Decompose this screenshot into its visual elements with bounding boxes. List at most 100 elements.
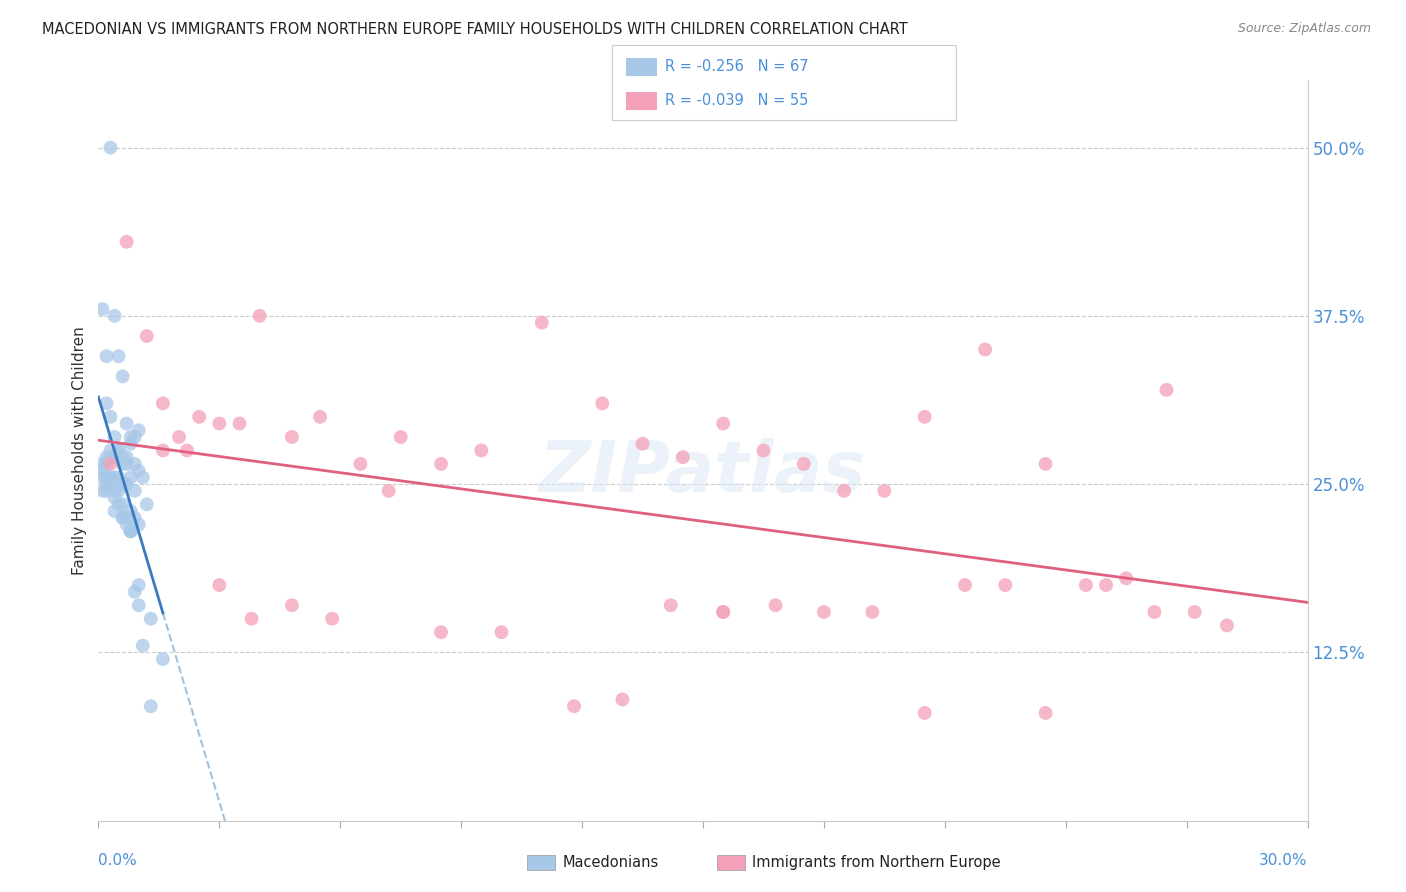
Point — [96, 483, 118, 498]
Point — [103, 309, 125, 323]
Point — [107, 443, 129, 458]
Point — [914, 706, 936, 720]
Point — [107, 497, 129, 511]
Point — [115, 517, 138, 532]
Point — [128, 423, 150, 437]
Point — [228, 417, 250, 431]
Point — [1095, 578, 1118, 592]
Point — [711, 605, 734, 619]
Point — [562, 699, 585, 714]
Point — [111, 510, 134, 524]
Text: R = -0.039   N = 55: R = -0.039 N = 55 — [665, 94, 808, 108]
Point — [91, 470, 114, 484]
Point — [115, 457, 138, 471]
Text: MACEDONIAN VS IMMIGRANTS FROM NORTHERN EUROPE FAMILY HOUSEHOLDS WITH CHILDREN CO: MACEDONIAN VS IMMIGRANTS FROM NORTHERN E… — [42, 22, 908, 37]
Point — [208, 578, 231, 592]
Point — [96, 349, 118, 363]
Point — [103, 483, 125, 498]
Point — [711, 417, 734, 431]
Y-axis label: Family Households with Children: Family Households with Children — [72, 326, 87, 574]
Point — [135, 497, 157, 511]
Point — [765, 599, 787, 613]
Point — [120, 524, 142, 539]
Point — [96, 477, 118, 491]
Text: 0.0%: 0.0% — [98, 853, 138, 868]
Point — [128, 578, 150, 592]
Point — [120, 504, 142, 518]
Point — [91, 483, 114, 498]
Point — [111, 457, 134, 471]
Point — [120, 524, 142, 539]
Point — [139, 612, 162, 626]
Point — [873, 483, 896, 498]
Point — [124, 510, 146, 524]
Point — [974, 343, 997, 357]
Point — [115, 510, 138, 524]
Point — [103, 470, 125, 484]
Point — [1035, 457, 1057, 471]
Point — [103, 504, 125, 518]
Point — [349, 457, 371, 471]
Point — [107, 443, 129, 458]
Point — [591, 396, 613, 410]
Point — [152, 443, 174, 458]
Point — [430, 457, 453, 471]
Point — [120, 436, 142, 450]
Point — [111, 497, 134, 511]
Point — [128, 517, 150, 532]
Text: ZIPatlas: ZIPatlas — [540, 438, 866, 508]
Point — [249, 309, 271, 323]
Point — [107, 349, 129, 363]
Point — [1115, 571, 1137, 585]
Point — [103, 491, 125, 505]
Point — [103, 450, 125, 465]
Point — [139, 699, 162, 714]
Point — [100, 450, 122, 465]
Point — [430, 625, 453, 640]
Point — [100, 443, 122, 458]
Point — [752, 443, 775, 458]
Point — [132, 470, 155, 484]
Point — [91, 464, 114, 478]
Point — [321, 612, 343, 626]
Point — [152, 396, 174, 410]
Point — [1074, 578, 1097, 592]
Point — [1035, 706, 1057, 720]
Point — [115, 417, 138, 431]
Point — [100, 477, 122, 491]
Point — [124, 483, 146, 498]
Point — [111, 450, 134, 465]
Point — [115, 235, 138, 249]
Text: Macedonians: Macedonians — [562, 855, 658, 870]
Point — [612, 692, 634, 706]
Point — [152, 652, 174, 666]
Point — [176, 443, 198, 458]
Point — [128, 599, 150, 613]
Point — [111, 369, 134, 384]
Point — [389, 430, 412, 444]
Point — [96, 457, 118, 471]
Point — [530, 316, 553, 330]
Point — [91, 457, 114, 471]
Point — [107, 483, 129, 498]
Point — [953, 578, 976, 592]
Point — [832, 483, 855, 498]
Point — [91, 302, 114, 317]
Point — [120, 470, 142, 484]
Point — [167, 430, 190, 444]
Point — [793, 457, 815, 471]
Point — [120, 430, 142, 444]
Text: 30.0%: 30.0% — [1260, 853, 1308, 868]
Point — [1184, 605, 1206, 619]
Point — [914, 409, 936, 424]
Point — [111, 477, 134, 491]
Point — [103, 430, 125, 444]
Point — [128, 464, 150, 478]
Point — [115, 450, 138, 465]
Point — [96, 396, 118, 410]
Point — [1156, 383, 1178, 397]
Point — [100, 140, 122, 154]
Point — [240, 612, 263, 626]
Text: Immigrants from Northern Europe: Immigrants from Northern Europe — [752, 855, 1001, 870]
Point — [100, 470, 122, 484]
